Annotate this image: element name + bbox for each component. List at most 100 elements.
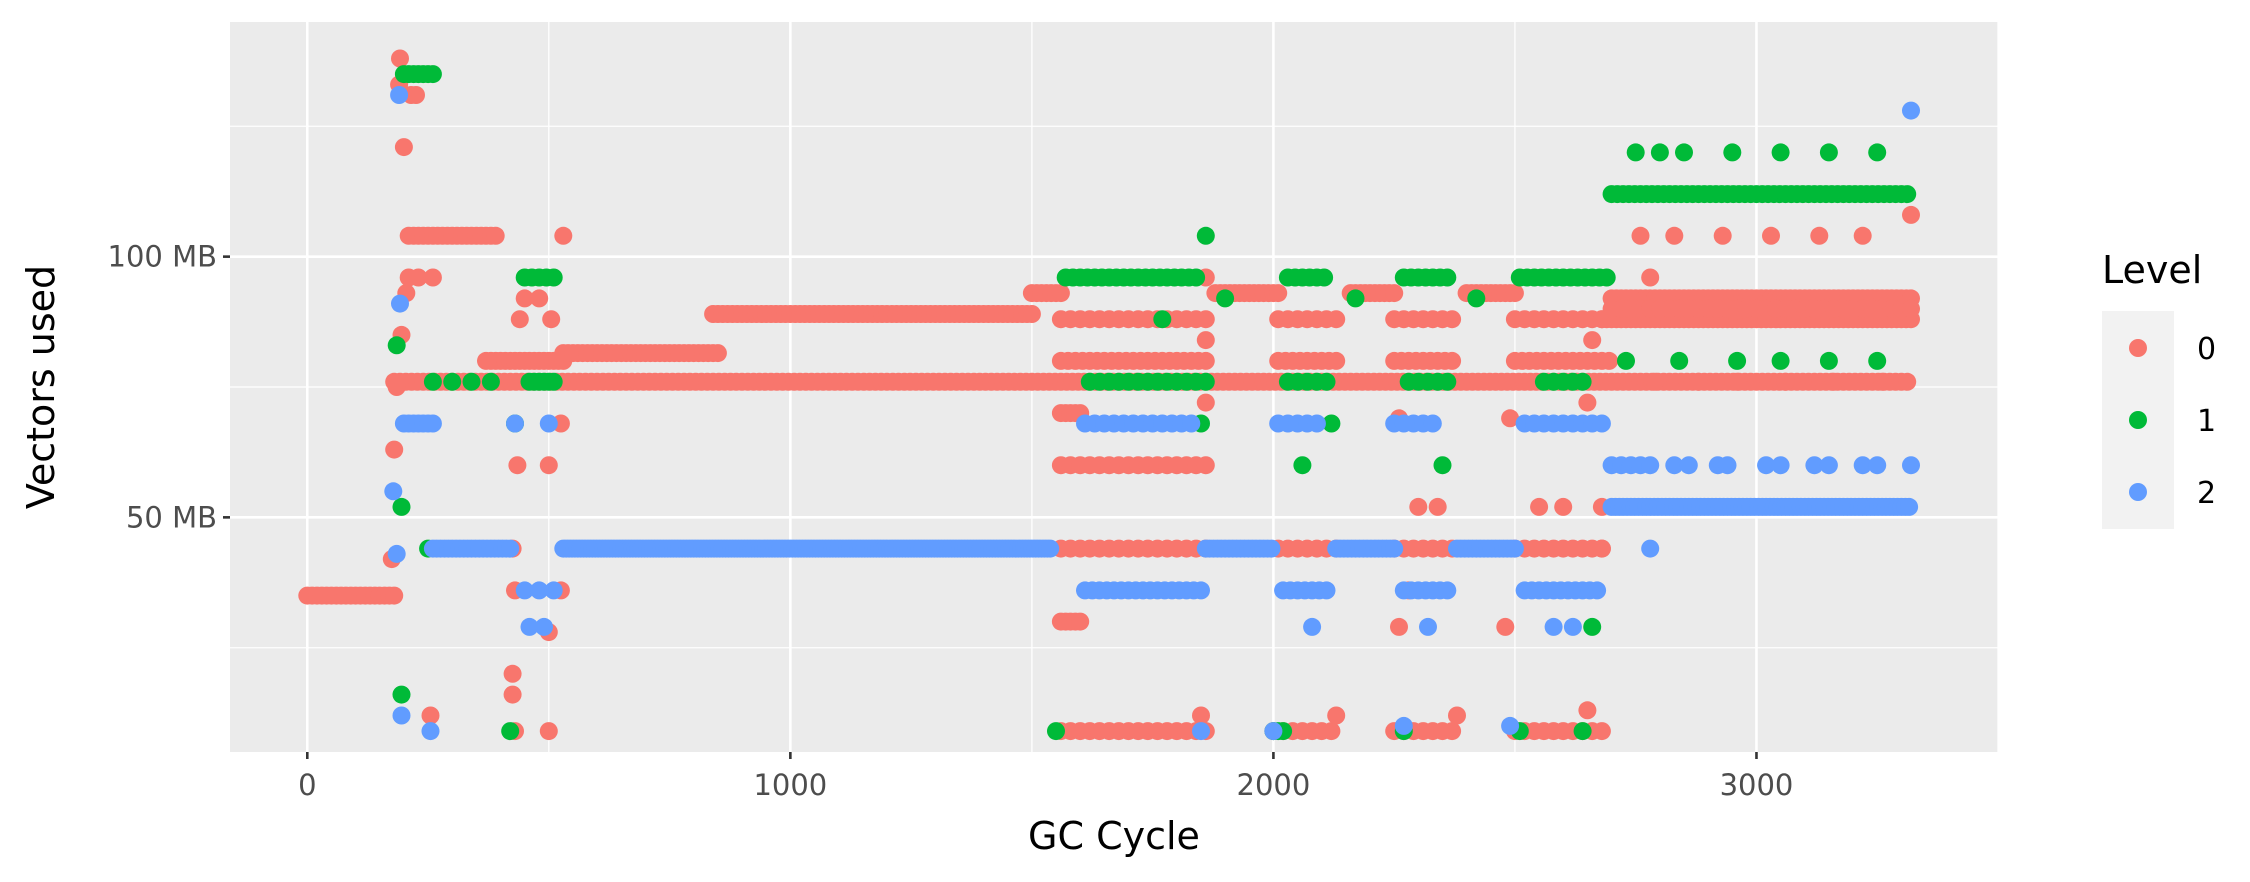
- data-point: [1317, 581, 1336, 600]
- legend-items: 0 1 2: [2129, 332, 2216, 511]
- data-point: [1264, 722, 1283, 741]
- data-point: [1544, 617, 1563, 636]
- data-point: [1433, 456, 1452, 475]
- data-point: [1192, 581, 1210, 600]
- legend-label-0: 0: [2197, 332, 2216, 367]
- data-point: [387, 544, 406, 563]
- data-point: [530, 581, 549, 600]
- data-point: [1650, 143, 1669, 162]
- data-point: [1293, 456, 1312, 475]
- data-point: [1689, 372, 1708, 391]
- data-point: [539, 456, 558, 475]
- data-point: [1051, 284, 1070, 303]
- data-point: [1617, 351, 1635, 370]
- data-point: [1269, 284, 1288, 303]
- data-point: [1583, 331, 1602, 350]
- data-point: [1505, 539, 1524, 558]
- y-tick-label: 100 MB: [108, 240, 218, 274]
- data-point: [1713, 226, 1732, 245]
- data-point: [1192, 722, 1210, 741]
- data-point: [1597, 268, 1616, 287]
- data-point: [486, 226, 505, 245]
- data-point: [1327, 351, 1346, 370]
- data-point: [1805, 456, 1824, 475]
- data-point: [1071, 612, 1090, 631]
- legend-key-1: [2129, 411, 2147, 429]
- data-point: [1041, 539, 1060, 558]
- data-point: [421, 706, 440, 725]
- data-point: [554, 226, 573, 245]
- data-point: [1423, 414, 1442, 433]
- data-point: [1315, 268, 1334, 287]
- data-point: [544, 372, 563, 391]
- data-point: [1868, 456, 1887, 475]
- data-point: [1196, 331, 1215, 350]
- data-point: [1641, 456, 1660, 475]
- data-point: [462, 372, 481, 391]
- data-point: [1626, 143, 1645, 162]
- data-point: [1728, 351, 1747, 370]
- data-point: [1588, 581, 1607, 600]
- data-point: [1317, 372, 1336, 391]
- data-point: [392, 706, 411, 725]
- data-point: [1573, 722, 1592, 741]
- data-point: [394, 138, 413, 157]
- data-point: [501, 539, 520, 558]
- x-tick-label: 2000: [1237, 768, 1311, 802]
- data-point: [1592, 539, 1611, 558]
- data-point: [1385, 539, 1404, 558]
- data-point: [1443, 310, 1462, 329]
- data-point: [443, 372, 462, 391]
- data-point: [1501, 409, 1520, 428]
- data-point: [1322, 414, 1341, 433]
- data-point: [407, 86, 425, 104]
- data-point: [387, 336, 406, 355]
- data-point: [501, 722, 520, 741]
- data-point: [1196, 393, 1215, 412]
- data-point: [1900, 497, 1919, 516]
- data-point: [1187, 268, 1206, 287]
- data-point: [1530, 497, 1549, 516]
- data-point: [1196, 372, 1215, 391]
- data-point: [1578, 393, 1597, 412]
- data-point: [1438, 581, 1457, 600]
- data-point: [1757, 456, 1776, 475]
- data-point: [544, 268, 563, 287]
- data-point: [1346, 289, 1365, 308]
- data-point: [1819, 143, 1838, 162]
- data-point: [1322, 722, 1341, 741]
- legend-key-2: [2129, 483, 2147, 501]
- legend: Level 0 1 2: [2102, 248, 2216, 529]
- data-point: [1443, 722, 1462, 741]
- data-point: [1394, 716, 1413, 735]
- data-point: [1665, 456, 1684, 475]
- data-point: [1390, 617, 1408, 636]
- data-point: [1196, 226, 1215, 245]
- data-point: [1438, 268, 1457, 287]
- data-point: [1771, 456, 1790, 475]
- data-point: [708, 344, 727, 363]
- data-point: [1196, 351, 1215, 370]
- data-point: [392, 497, 411, 516]
- data-point: [1501, 716, 1520, 735]
- data-point: [1810, 226, 1829, 245]
- data-point: [1307, 414, 1326, 433]
- data-point: [1327, 706, 1346, 725]
- data-point: [1898, 372, 1917, 391]
- legend-label-1: 1: [2197, 404, 2216, 439]
- data-point: [510, 310, 529, 329]
- data-point: [1047, 722, 1065, 741]
- x-tick-label: 0: [298, 768, 316, 802]
- data-point: [1327, 310, 1346, 329]
- data-point: [1182, 414, 1201, 433]
- legend-label-2: 2: [2197, 476, 2216, 511]
- data-point: [391, 294, 409, 313]
- data-point: [1873, 372, 1892, 391]
- data-point: [1443, 351, 1462, 370]
- data-point: [1771, 143, 1790, 162]
- data-point: [1641, 539, 1660, 558]
- data-point: [385, 586, 404, 605]
- data-point: [1718, 456, 1737, 475]
- data-point: [1505, 284, 1524, 303]
